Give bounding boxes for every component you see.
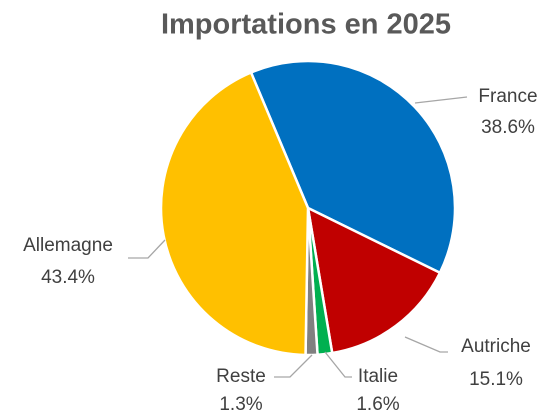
slice-value-label: 15.1% — [469, 369, 523, 390]
leader-line — [324, 351, 352, 378]
chart-title: Importations en 2025 — [161, 9, 451, 41]
slice-label: France — [478, 86, 537, 107]
slice-label: Italie — [358, 366, 398, 387]
leader-line — [404, 336, 448, 353]
slice-value-label: 1.3% — [219, 394, 262, 415]
pie-slice — [249, 59, 457, 275]
slice-label: Autriche — [461, 336, 531, 357]
slice-value-label: 1.6% — [356, 394, 399, 415]
leader-line — [274, 354, 313, 378]
slice-label: Allemagne — [23, 235, 113, 256]
pie-slice — [159, 70, 310, 357]
pie-slice — [306, 205, 442, 355]
leader-line — [414, 96, 468, 104]
leader-line — [128, 239, 166, 259]
slice-value-label: 43.4% — [41, 267, 95, 288]
slice-label: Reste — [216, 366, 266, 387]
slice-value-label: 38.6% — [481, 117, 535, 138]
